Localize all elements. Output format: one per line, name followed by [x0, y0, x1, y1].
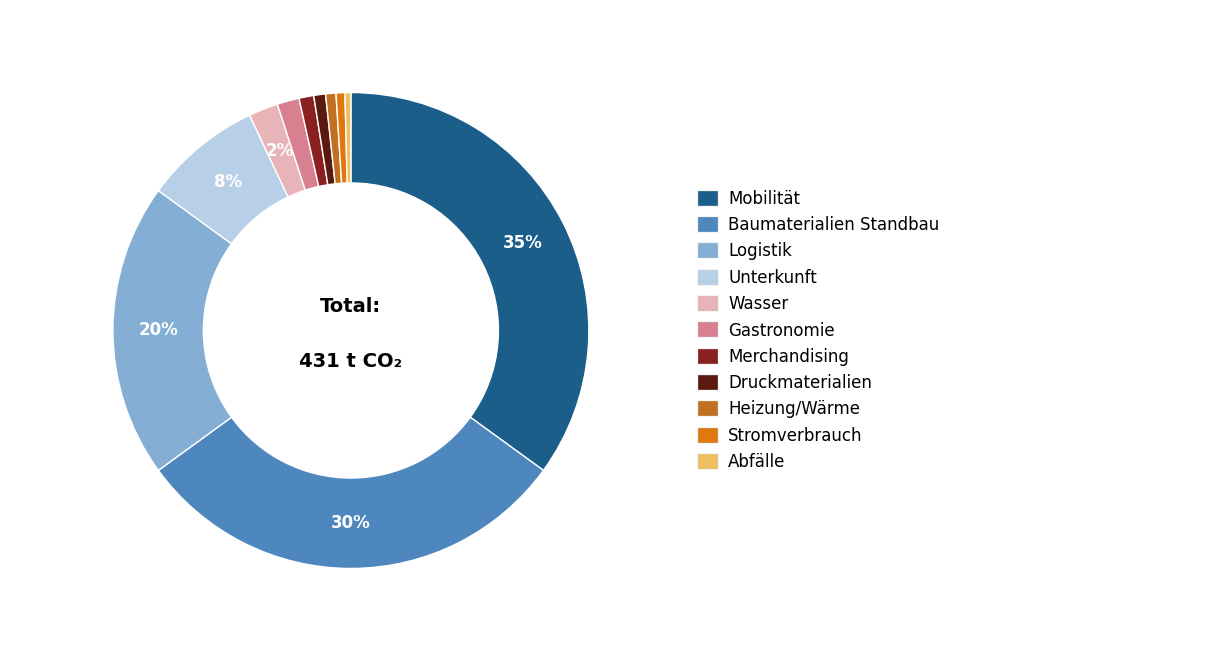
Wedge shape — [277, 98, 318, 190]
Wedge shape — [249, 104, 305, 197]
Wedge shape — [113, 190, 231, 471]
Text: 2%: 2% — [266, 142, 294, 160]
Text: 8%: 8% — [214, 173, 242, 191]
Legend: Mobilität, Baumaterialien Standbau, Logistik, Unterkunft, Wasser, Gastronomie, M: Mobilität, Baumaterialien Standbau, Logi… — [698, 190, 939, 471]
Wedge shape — [325, 93, 341, 184]
Wedge shape — [313, 94, 335, 185]
Text: 431 t CO₂: 431 t CO₂ — [299, 352, 403, 371]
Text: 30%: 30% — [332, 514, 370, 532]
Wedge shape — [336, 93, 347, 183]
Wedge shape — [159, 417, 543, 568]
Text: Total:: Total: — [321, 297, 381, 316]
Wedge shape — [345, 93, 351, 183]
Text: 35%: 35% — [503, 234, 542, 252]
Wedge shape — [299, 95, 328, 186]
Wedge shape — [351, 93, 589, 471]
Text: 20%: 20% — [138, 321, 178, 340]
Wedge shape — [159, 115, 288, 244]
